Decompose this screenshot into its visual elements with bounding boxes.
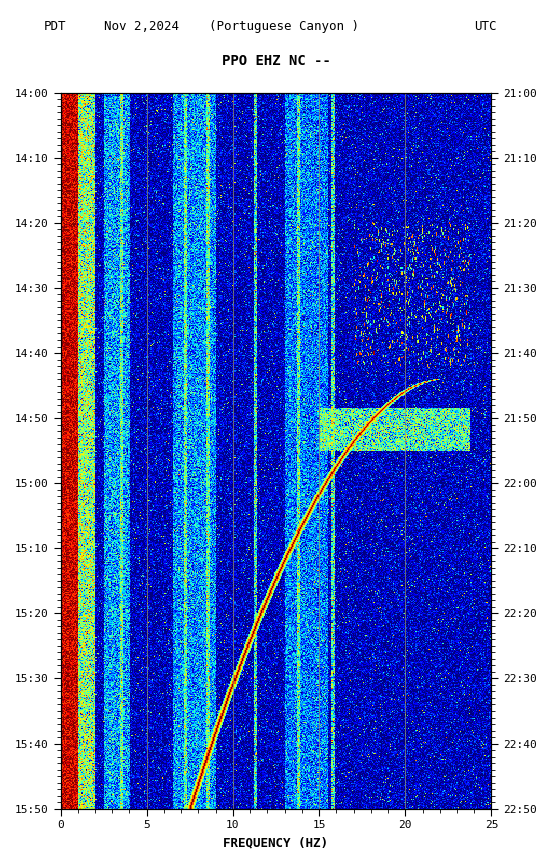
Text: UTC: UTC — [474, 20, 497, 33]
Text: PDT: PDT — [44, 20, 67, 33]
Text: Nov 2,2024    (Portuguese Canyon ): Nov 2,2024 (Portuguese Canyon ) — [104, 20, 359, 33]
X-axis label: FREQUENCY (HZ): FREQUENCY (HZ) — [224, 836, 328, 849]
Title: PPO EHZ NC --: PPO EHZ NC -- — [221, 54, 331, 68]
